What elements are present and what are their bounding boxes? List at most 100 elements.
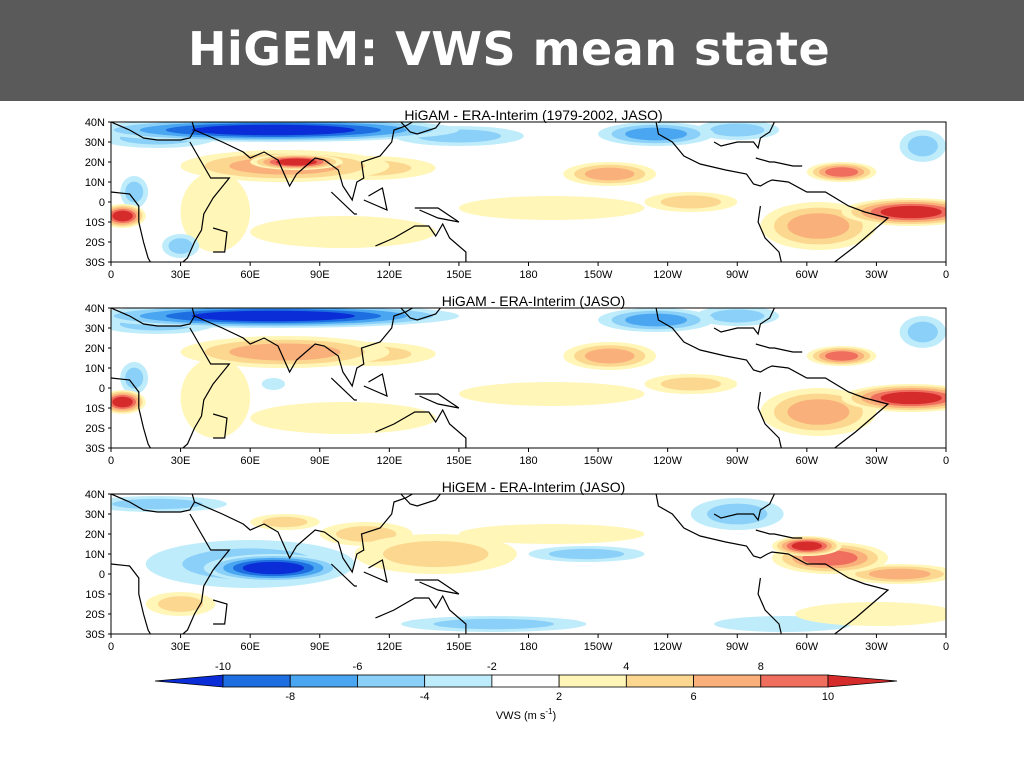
vws-contour-fill	[125, 181, 144, 203]
vws-contour-fill	[625, 127, 687, 141]
colorbar-right-arrow	[827, 674, 898, 688]
lon-tick-label: 30W	[865, 641, 888, 653]
colorbar-tick-label: 4	[623, 661, 629, 673]
coastline	[375, 594, 467, 634]
vws-contour-fill	[880, 205, 942, 219]
colorbar-lower-labels: -8 -4 2 6 10	[285, 691, 834, 703]
panel-title: HiGEM - ERA-Interim (JASO)	[442, 479, 626, 495]
coastline	[713, 122, 775, 150]
coastline	[363, 559, 388, 584]
vws-contour-fill	[710, 123, 765, 137]
coastline	[375, 408, 467, 448]
vws-contour-fill	[242, 561, 304, 575]
lat-tick-label: 20N	[85, 529, 105, 541]
map-panel-1: HiGAM - ERA-Interim (1979-2002, JASO) 40N…	[85, 107, 949, 281]
vws-contour-fill	[250, 216, 436, 248]
lon-tick-label: 0	[108, 455, 114, 467]
coastline	[755, 157, 803, 167]
coastline	[414, 207, 460, 223]
coastline	[363, 373, 388, 398]
vws-contour-fill	[825, 351, 859, 361]
coastline	[904, 633, 907, 634]
lat-tick-label: 30N	[85, 137, 105, 149]
coastline	[755, 343, 803, 353]
lat-tick-label: 10N	[85, 177, 105, 189]
vws-contour-fill	[180, 172, 251, 252]
colorbar-box	[289, 674, 358, 688]
colorbar-box	[558, 674, 627, 688]
vws-contour-fill	[168, 238, 193, 254]
lon-tick-label: 30E	[171, 269, 191, 281]
colorbar-box	[357, 674, 426, 688]
colorbar-box	[491, 674, 560, 688]
title-bar	[0, 0, 1024, 101]
colorbar-tick-label: -8	[285, 691, 295, 703]
coastline	[111, 308, 196, 327]
vws-contour-fill	[433, 618, 555, 630]
vws-contour-fill	[584, 348, 635, 364]
lat-tick-label: 10S	[85, 217, 105, 229]
coastline	[757, 391, 782, 448]
lat-tick-label: 10S	[85, 589, 105, 601]
vws-contour-fill	[880, 391, 942, 405]
coastline	[111, 191, 152, 262]
lon-tick-label: 120W	[653, 455, 682, 467]
lon-tick-label: 150E	[446, 269, 472, 281]
coastline	[181, 141, 231, 262]
panel-title: HiGAM - ERA-Interim (JASO)	[442, 293, 626, 309]
map-panel-3: HiGEM - ERA-Interim (JASO) 40N 30N 20N 10N 0 1…	[85, 479, 949, 653]
colorbar-box	[424, 674, 493, 688]
coastline	[212, 413, 228, 439]
lon-tick-label: 120E	[376, 269, 402, 281]
lon-tick-label: 90E	[310, 641, 330, 653]
coastline	[414, 579, 460, 595]
coastline	[330, 563, 357, 587]
lat-tick-label: 30S	[85, 443, 105, 455]
colorbar-tick-label: 8	[758, 661, 764, 673]
vws-contour-fill	[125, 367, 144, 389]
lat-tick-label: 40N	[85, 489, 105, 501]
lon-tick-label: 0	[943, 269, 949, 281]
lon-tick-label: 30E	[171, 455, 191, 467]
colorbar-tick-label: -6	[353, 661, 363, 673]
colorbar-label: VWS (m s-1)	[496, 707, 556, 722]
coastline	[806, 494, 808, 495]
lon-tick-label: 0	[108, 641, 114, 653]
lon-tick-label: 150W	[584, 455, 613, 467]
lat-tick-label: 10N	[85, 363, 105, 375]
lon-tick-label: 180	[519, 455, 537, 467]
coastline	[655, 308, 890, 448]
lon-tick-label: 180	[519, 269, 537, 281]
lon-tick-label: 30W	[865, 455, 888, 467]
map-panel-2: HiGAM - ERA-Interim (JASO) 40N 30N 20N 10N 0 1…	[85, 293, 949, 467]
lon-tick-label: 150E	[446, 455, 472, 467]
coastline	[713, 494, 775, 522]
lon-tick-label: 120W	[653, 269, 682, 281]
lat-tick-label: 20S	[85, 423, 105, 435]
lat-tick-label: 30N	[85, 323, 105, 335]
vws-contour-fill	[229, 343, 341, 361]
coastline	[713, 308, 775, 336]
coastline	[330, 191, 357, 215]
vws-contour-fill	[710, 309, 765, 323]
lon-tick-label: 30W	[865, 269, 888, 281]
colorbar-tick-label: 2	[556, 691, 562, 703]
lon-tick-label: 0	[108, 269, 114, 281]
colorbar-tick-label: -10	[215, 661, 231, 673]
lon-tick-label: 150E	[446, 641, 472, 653]
vws-contour-fill	[868, 568, 931, 580]
panel-title: HiGAM - ERA-Interim (1979-2002, JASO)	[404, 107, 662, 123]
colorbar-upper-labels: -10 -6 -2 4 8	[215, 661, 764, 673]
coastline	[212, 599, 228, 625]
vws-contour-fill	[791, 541, 823, 551]
lon-tick-label: 60W	[796, 641, 819, 653]
vws-figure: HiGAM - ERA-Interim (1979-2002, JASO) 40N…	[85, 107, 949, 722]
lon-tick-label: 60W	[796, 269, 819, 281]
lon-tick-label: 0	[943, 455, 949, 467]
coastline	[414, 393, 460, 409]
coastline	[806, 122, 808, 123]
colorbar-left-arrow	[154, 674, 224, 688]
lat-tick-label: 20S	[85, 609, 105, 621]
vws-contour-fill	[548, 548, 625, 560]
colorbar-tick-label: 10	[822, 691, 834, 703]
